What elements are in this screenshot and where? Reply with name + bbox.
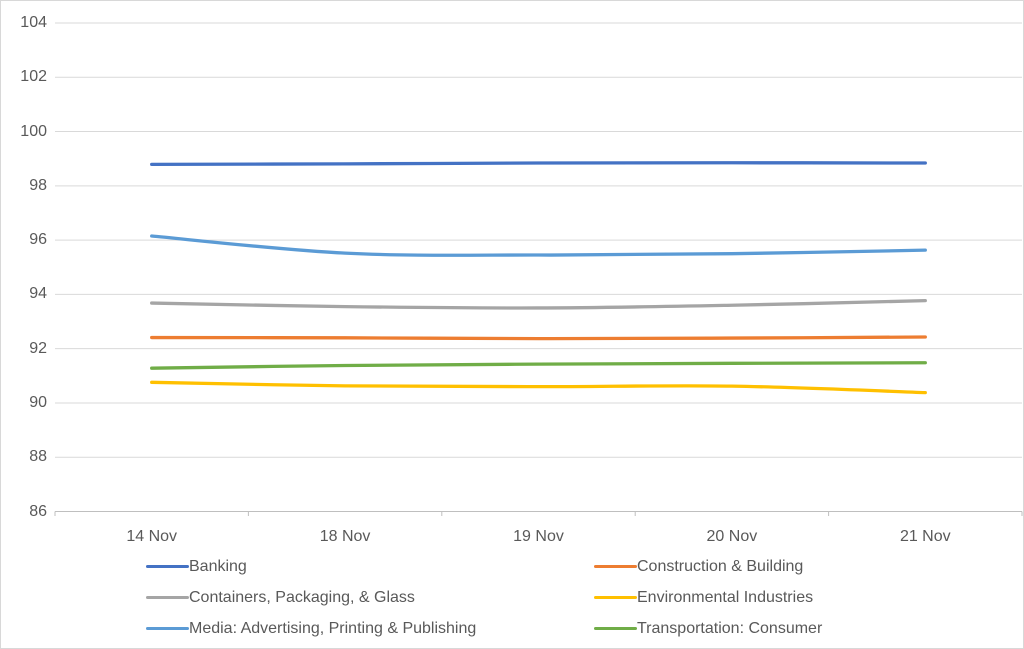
y-tick-label-86: 86 bbox=[29, 502, 47, 520]
y-tick-label-104: 104 bbox=[20, 14, 47, 31]
series-line-containers-packaging-glass bbox=[150, 298, 927, 310]
y-tick-label-88: 88 bbox=[29, 448, 47, 466]
legend-item-banking: Banking bbox=[146, 551, 594, 582]
legend-swatch-containers-packaging-glass bbox=[146, 595, 189, 600]
series-line-environmental-industries bbox=[150, 380, 927, 395]
legend-label-media-advertising-printing-publishing: Media: Advertising, Printing & Publishin… bbox=[189, 619, 477, 637]
y-tick-label-92: 92 bbox=[29, 339, 47, 357]
y-tick-label-90: 90 bbox=[29, 393, 47, 411]
legend-item-containers-packaging-glass: Containers, Packaging, & Glass bbox=[146, 582, 594, 613]
y-tick-label-100: 100 bbox=[20, 122, 47, 140]
x-tick-label-18-nov: 18 Nov bbox=[319, 528, 371, 545]
legend: Banking Construction & Building Containers… bbox=[146, 551, 822, 644]
legend-item-construction-building: Construction & Building bbox=[594, 551, 822, 582]
y-tick-label-102: 102 bbox=[20, 68, 47, 86]
legend-label-banking: Banking bbox=[189, 557, 247, 575]
legend-swatch-environmental-industries bbox=[594, 595, 637, 600]
legend-label-transportation-consumer: Transportation: Consumer bbox=[637, 619, 823, 637]
legend-swatch-construction-building bbox=[594, 564, 637, 569]
series-line-transportation-consumer bbox=[150, 361, 927, 370]
x-tick-label-20-nov: 20 Nov bbox=[706, 528, 758, 545]
series-line-media-advertising-printing-publishing bbox=[150, 234, 927, 257]
legend-item-environmental-industries: Environmental Industries bbox=[594, 582, 822, 613]
legend-swatch-media-advertising-printing-publishing bbox=[146, 626, 189, 631]
y-tick-label-96: 96 bbox=[29, 231, 47, 249]
legend-swatch-transportation-consumer bbox=[594, 626, 637, 631]
legend-item-media-advertising-printing-publishing: Media: Advertising, Printing & Publishin… bbox=[146, 613, 594, 644]
legend-item-transportation-consumer: Transportation: Consumer bbox=[594, 613, 822, 644]
x-tick-label-14-nov: 14 Nov bbox=[126, 528, 178, 545]
x-tick-label-21-nov: 21 Nov bbox=[899, 528, 951, 545]
legend-label-environmental-industries: Environmental Industries bbox=[637, 588, 814, 606]
legend-swatch-banking bbox=[146, 564, 189, 569]
y-tick-label-94: 94 bbox=[29, 285, 47, 303]
legend-label-construction-building: Construction & Building bbox=[637, 557, 804, 575]
x-tick-label-19-nov: 19 Nov bbox=[513, 528, 564, 545]
series-line-banking bbox=[150, 161, 927, 167]
legend-label-containers-packaging-glass: Containers, Packaging, & Glass bbox=[189, 588, 415, 606]
series-line-construction-building bbox=[150, 335, 927, 341]
y-tick-label-98: 98 bbox=[29, 176, 47, 194]
